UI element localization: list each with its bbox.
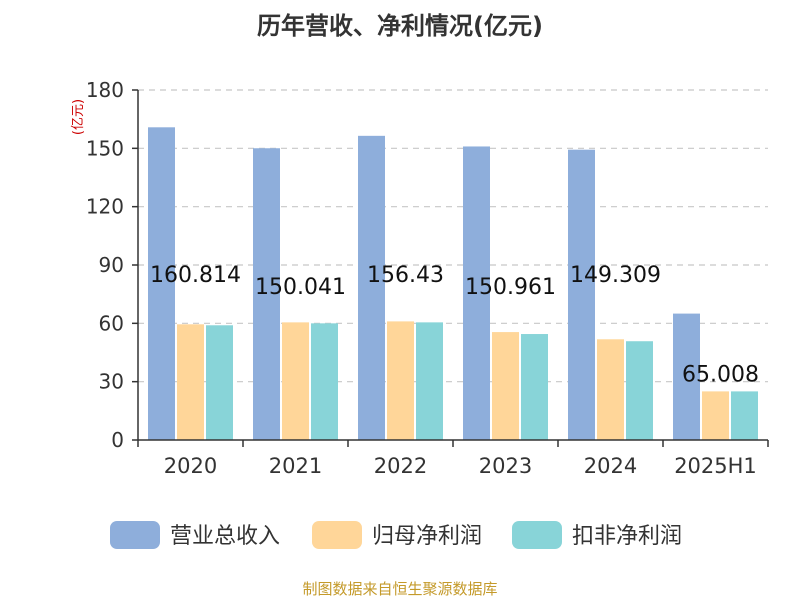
bar	[311, 323, 338, 440]
legend-swatch	[110, 521, 160, 549]
y-tick-label: 30	[99, 370, 124, 394]
x-tick-label: 2020	[164, 454, 217, 478]
legend-swatch	[512, 521, 562, 549]
legend-label: 营业总收入	[170, 524, 280, 549]
x-tick-label: 2022	[374, 454, 427, 478]
data-label: 150.961	[465, 275, 556, 300]
bar	[521, 334, 548, 440]
legend-label: 扣非净利润	[572, 524, 682, 549]
y-tick-label: 60	[99, 311, 124, 335]
bar	[463, 146, 490, 440]
y-axis: 0 30 60 90 120 150 180	[86, 78, 139, 452]
chart-title: 历年营收、净利情况(亿元)	[257, 12, 543, 40]
bar	[626, 341, 653, 440]
bar	[148, 127, 175, 440]
bar	[416, 322, 443, 440]
legend: 营业总收入 归母净利润 扣非净利润	[110, 521, 682, 549]
bar	[358, 135, 385, 440]
x-tick-label: 2021	[269, 454, 322, 478]
y-tick-label: 0	[111, 428, 124, 452]
bar	[568, 149, 595, 440]
bar	[253, 148, 280, 441]
data-label: 156.43	[367, 263, 444, 288]
bar	[702, 391, 729, 440]
data-labels: 160.814 150.041 156.43 150.961 149.309 65.008	[150, 263, 759, 388]
bar	[492, 332, 519, 440]
legend-label: 归母净利润	[372, 524, 482, 549]
bar	[597, 339, 624, 440]
source-note: 制图数据来自恒生聚源数据库	[302, 580, 497, 598]
y-tick-label: 120	[86, 195, 124, 219]
grid-lines	[138, 89, 768, 383]
legend-item: 归母净利润	[312, 521, 482, 549]
y-tick-label: 150	[86, 136, 124, 160]
bar	[673, 313, 700, 440]
x-tick-label: 2023	[479, 454, 532, 478]
data-label: 160.814	[150, 263, 241, 288]
bar	[387, 321, 414, 440]
bar	[177, 324, 204, 440]
bar	[282, 322, 309, 440]
y-axis-label: (亿元)	[71, 99, 86, 135]
data-label: 149.309	[570, 263, 661, 288]
x-tick-label: 2024	[584, 454, 637, 478]
x-axis: 2020 2021 2022 2023 2024 2025H1	[137, 439, 769, 478]
legend-item: 扣非净利润	[512, 521, 682, 549]
legend-item: 营业总收入	[110, 521, 280, 549]
data-label: 150.041	[255, 275, 346, 300]
bar	[206, 325, 233, 440]
legend-swatch	[312, 521, 362, 549]
y-tick-label: 180	[86, 78, 124, 102]
x-tick-label: 2025H1	[674, 454, 757, 478]
bar	[731, 391, 758, 440]
data-label: 65.008	[682, 363, 759, 388]
y-tick-label: 90	[99, 253, 124, 277]
bars	[148, 127, 758, 441]
